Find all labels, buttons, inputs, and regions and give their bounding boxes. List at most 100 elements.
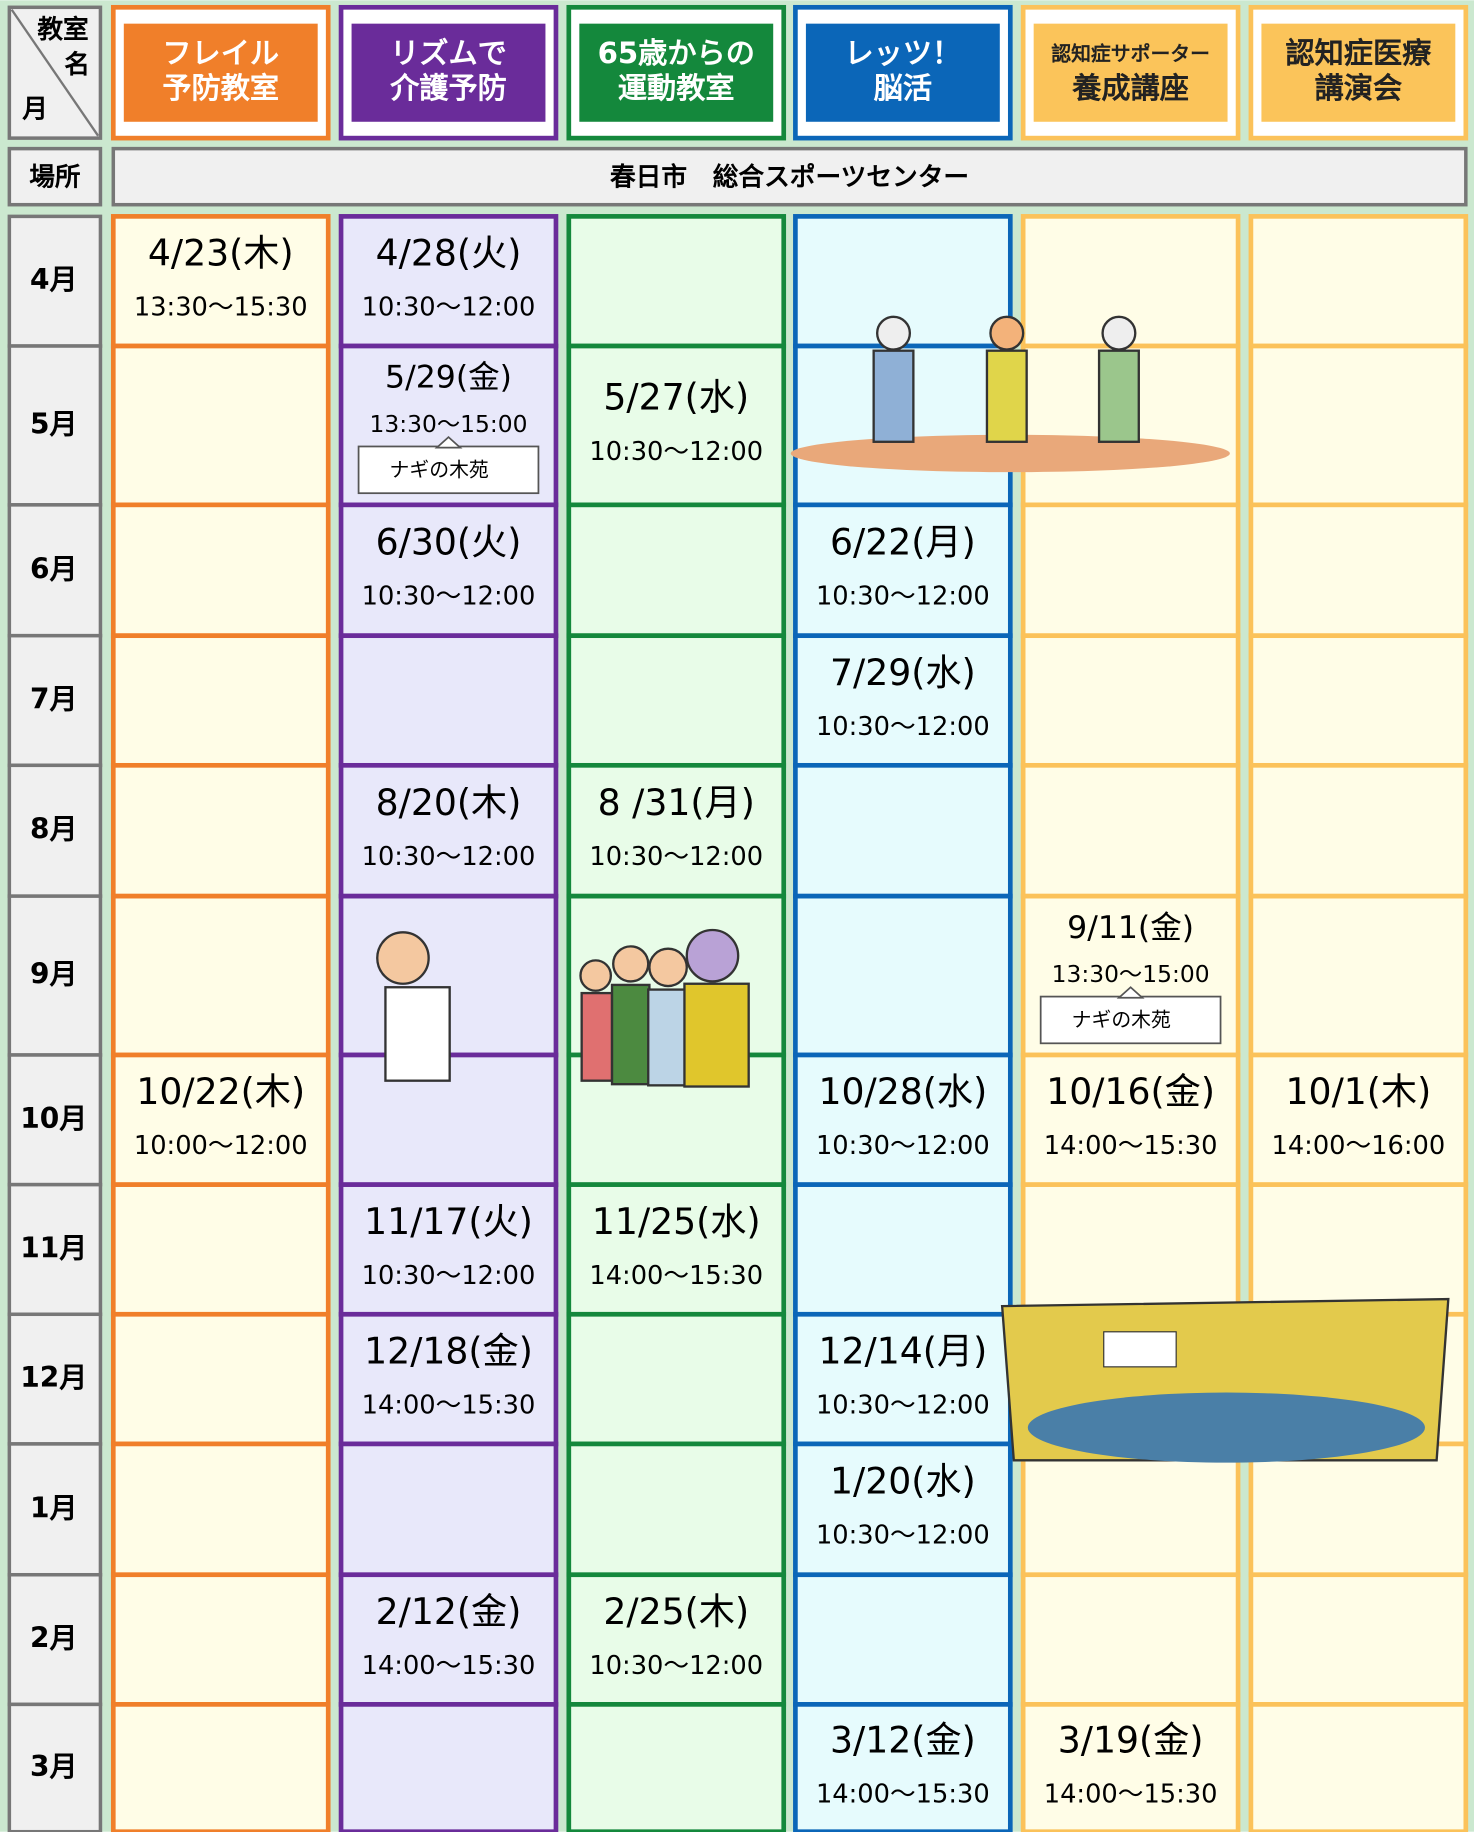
schedule-cell	[793, 1572, 1013, 1707]
schedule-cell	[566, 1572, 787, 1707]
location-label-cell	[7, 146, 103, 207]
schedule-cell	[338, 1572, 559, 1707]
event-time: 14:00〜15:30	[1044, 1779, 1218, 1809]
month-cell	[7, 1442, 103, 1577]
event-date: 3/19(金)	[1058, 1718, 1204, 1761]
event-date: 2/12(金)	[376, 1590, 522, 1633]
column-name: 予防教室	[162, 71, 279, 105]
schedule-cell	[110, 1441, 331, 1578]
event-note: ナギの木苑	[1072, 1009, 1171, 1032]
event-date: 8 /31(月)	[598, 781, 755, 824]
schedule-cell	[338, 1441, 559, 1578]
month-label: 9月	[30, 958, 78, 991]
column-name: 運動教室	[618, 71, 735, 105]
schedule-cell	[1020, 633, 1241, 768]
schedule-cell	[110, 633, 331, 768]
location-cell	[111, 146, 1468, 207]
month-cell	[7, 1572, 103, 1707]
schedule-cell	[110, 1311, 331, 1447]
note-box	[1039, 995, 1222, 1045]
column-name: リズムで	[390, 36, 507, 70]
schedule-cell	[338, 214, 559, 349]
event-date: 10/28(水)	[818, 1070, 987, 1113]
event-time: 10:30〜12:00	[816, 582, 990, 612]
schedule-cell	[1248, 1702, 1469, 1835]
month-cell	[7, 633, 103, 768]
event-time: 10:30〜12:00	[362, 582, 536, 612]
event-date: 3/12(金)	[830, 1718, 976, 1761]
corner-bottom: 月	[21, 95, 48, 125]
event-time: 14:00〜16:00	[1271, 1131, 1445, 1161]
exercise-people	[872, 315, 1140, 443]
note-box	[357, 445, 540, 495]
schedule-cell	[566, 1311, 787, 1447]
schedule-cell	[1020, 1702, 1241, 1835]
schedule-cell	[793, 1441, 1013, 1578]
schedule-cell	[566, 1702, 787, 1835]
event-time: 14:00〜15:30	[362, 1651, 536, 1681]
schedule-cell	[110, 502, 331, 639]
event-time: 10:30〜12:00	[362, 293, 536, 323]
corner-diagonal	[10, 8, 100, 137]
event-time: 10:30〜12:00	[816, 1131, 990, 1161]
schedule-cell	[1020, 1441, 1241, 1578]
event-time: 10:30〜12:00	[362, 1261, 536, 1291]
schedule-cell	[566, 762, 787, 899]
schedule-cell	[338, 1311, 559, 1447]
column-name: 介護予防	[389, 71, 507, 105]
column-name: 65歳からの	[598, 36, 755, 70]
event-date: 10/22(木)	[136, 1070, 305, 1113]
location-value: 春日市 総合スポーツセンター	[610, 161, 969, 192]
event-time: 14:00〜15:30	[362, 1390, 536, 1420]
month-cell	[7, 1312, 103, 1446]
month-cell	[7, 1702, 103, 1834]
event-date: 10/16(金)	[1046, 1070, 1215, 1113]
month-cell	[7, 503, 103, 638]
schedule-cell	[1020, 1182, 1241, 1317]
event-date: 5/27(水)	[603, 376, 749, 419]
event-date: 7/29(水)	[830, 651, 976, 694]
event-date: 4/28(火)	[376, 232, 522, 275]
event-time: 14:00〜15:30	[589, 1261, 763, 1291]
schedule-cell	[338, 1702, 559, 1835]
schedule-cell	[110, 343, 331, 508]
event-time: 10:30〜12:00	[816, 1521, 990, 1551]
lecture-scene	[1000, 1297, 1450, 1463]
event-date: 12/14(月)	[818, 1329, 987, 1372]
event-date: 11/25(水)	[592, 1200, 761, 1243]
column-name: 講演会	[1315, 71, 1403, 105]
schedule-cell	[793, 1052, 1013, 1187]
schedule-cell	[338, 502, 559, 639]
month-cell	[7, 344, 103, 507]
schedule-cell	[566, 1182, 787, 1317]
event-time: 10:30〜12:00	[589, 1651, 763, 1681]
column-name: フレイル	[162, 36, 279, 70]
event-time: 10:30〜12:00	[816, 1390, 990, 1420]
month-label: 2月	[30, 1622, 78, 1655]
schedule-cell	[1248, 214, 1469, 349]
schedule-cell	[793, 1182, 1013, 1317]
event-time: 10:00〜12:00	[134, 1131, 308, 1161]
corner-top: 教室	[37, 14, 88, 45]
schedule-cell	[1020, 762, 1241, 899]
month-cell	[7, 1053, 103, 1187]
column-header-box	[1261, 23, 1456, 122]
schedule-cell	[566, 633, 787, 768]
event-time: 10:30〜12:00	[589, 842, 763, 872]
illustrations	[376, 315, 1450, 1463]
schedule-cell	[110, 893, 331, 1058]
event-date: 2/25(木)	[603, 1590, 749, 1633]
event-date: 9/11(金)	[1067, 910, 1194, 946]
month-label: 10月	[20, 1102, 87, 1135]
note-pointer	[1116, 986, 1145, 999]
schedule-cell	[566, 502, 787, 639]
schedule-cell	[338, 1182, 559, 1317]
event-date: 10/1(木)	[1286, 1070, 1432, 1113]
event-date: 4/23(木)	[148, 232, 294, 275]
schedule-cell	[1248, 1441, 1469, 1578]
event-time: 13:30〜15:00	[1052, 960, 1210, 988]
exercise-floor	[790, 434, 1230, 473]
schedule-cell	[110, 1702, 331, 1835]
month-label: 12月	[20, 1361, 87, 1394]
